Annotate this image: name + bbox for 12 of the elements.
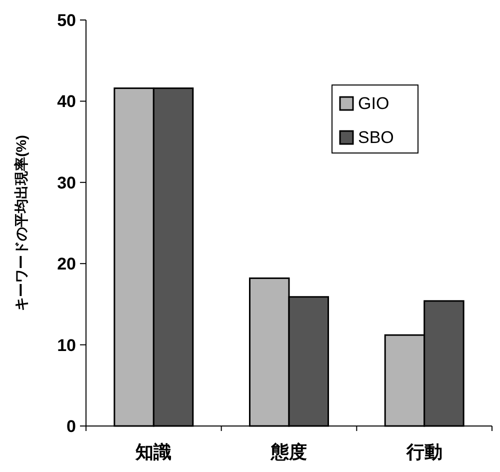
y-tick-label: 30 (57, 173, 76, 192)
y-tick-label: 50 (57, 10, 76, 30)
y-axis-title: キーワードの平均出現率(%) (13, 135, 29, 311)
y-tick-label: 0 (66, 416, 76, 436)
legend-label: GIO (358, 94, 390, 113)
y-tick-label: 20 (57, 254, 76, 274)
x-tick-label: 知識 (134, 442, 172, 462)
legend-label: SBO (358, 128, 394, 147)
x-tick-label: 行動 (405, 442, 442, 462)
x-tick-label: 態度 (270, 442, 307, 462)
y-tick-label: 40 (57, 92, 76, 112)
y-tick-label: 10 (57, 336, 76, 355)
